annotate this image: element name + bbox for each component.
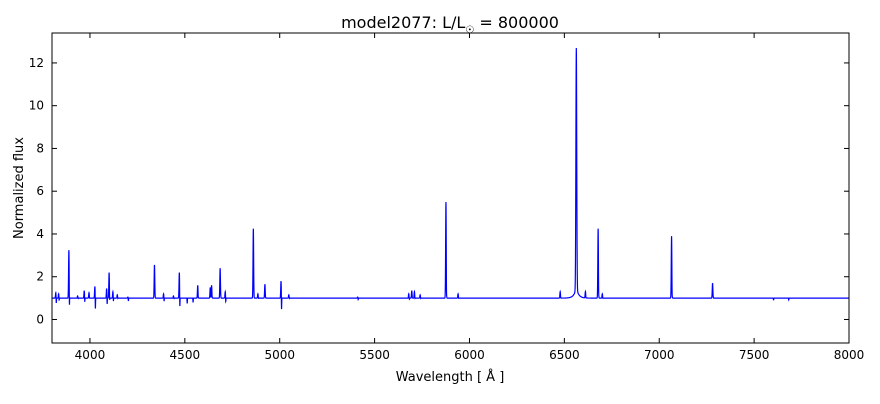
x-tick-label: 6000 bbox=[454, 348, 485, 362]
y-tick-label: 8 bbox=[36, 141, 44, 155]
x-axis-label: Wavelength [ Å ] bbox=[396, 369, 505, 385]
spectrum-line bbox=[52, 47, 849, 310]
x-tick-label: 7000 bbox=[644, 348, 675, 362]
y-tick-label: 10 bbox=[29, 99, 44, 113]
x-tick-label: 5000 bbox=[264, 348, 295, 362]
x-tick-label: 4000 bbox=[75, 348, 106, 362]
y-tick-label: 12 bbox=[29, 56, 44, 70]
y-tick-label: 6 bbox=[36, 184, 44, 198]
x-tick-label: 5500 bbox=[359, 348, 390, 362]
y-tick-label: 0 bbox=[36, 312, 44, 326]
y-tick-label: 4 bbox=[36, 227, 44, 241]
x-tick-label: 4500 bbox=[170, 348, 201, 362]
y-axis-label: Normalized flux bbox=[12, 137, 27, 239]
x-tick-label: 8000 bbox=[834, 348, 865, 362]
x-tick-label: 7500 bbox=[739, 348, 770, 362]
chart-title: model2077: L/L☉ = 800000 bbox=[341, 13, 559, 36]
x-tick-label: 6500 bbox=[549, 348, 580, 362]
y-tick-label: 2 bbox=[36, 270, 44, 284]
plot-frame bbox=[51, 32, 850, 344]
